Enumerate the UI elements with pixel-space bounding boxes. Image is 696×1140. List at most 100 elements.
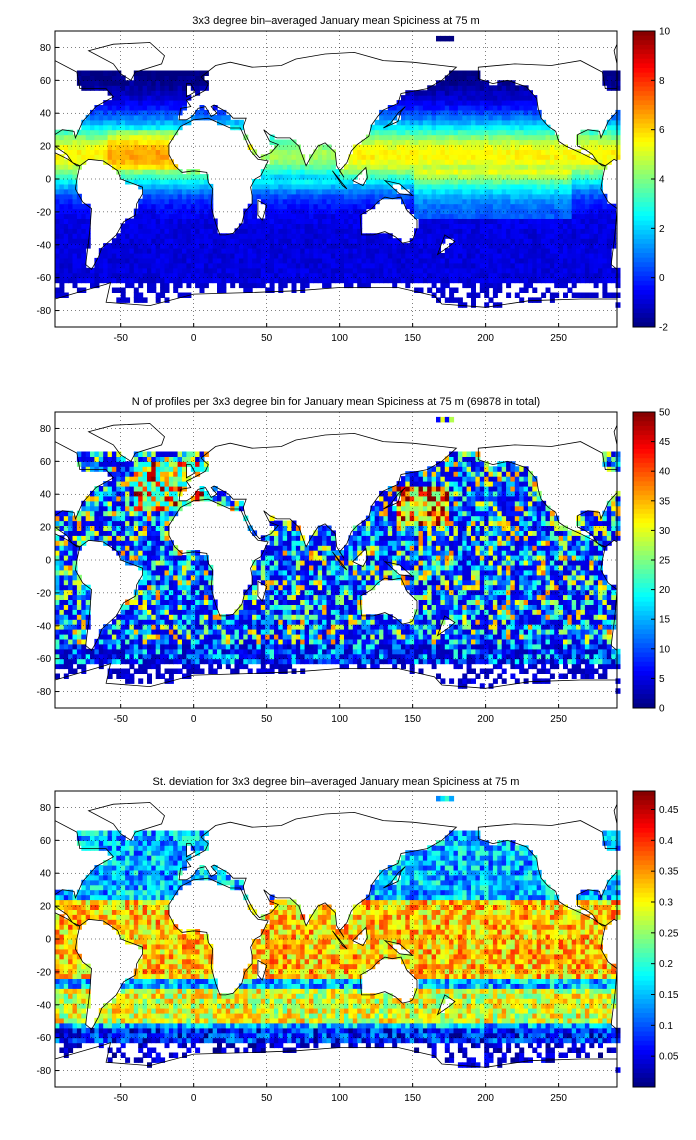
heatmap-cell — [76, 233, 82, 239]
heatmap-cell — [195, 213, 201, 219]
colorbar-swatch — [633, 280, 655, 286]
heatmap-cell — [519, 267, 525, 274]
heatmap-cell — [155, 198, 161, 205]
heatmap-cell — [221, 243, 227, 249]
heatmap-cell — [291, 257, 297, 264]
heatmap-cell — [186, 262, 192, 269]
heatmap-cell — [142, 564, 148, 571]
heatmap-cell — [523, 277, 529, 284]
heatmap-cell — [352, 233, 358, 239]
heatmap-cell — [125, 540, 131, 546]
heatmap-cell — [427, 203, 433, 210]
heatmap-cell — [528, 109, 533, 116]
heatmap-cell — [55, 619, 60, 625]
heatmap-cell — [370, 174, 376, 180]
heatmap-cell — [422, 277, 428, 284]
heatmap-cell — [436, 179, 441, 185]
heatmap-cell — [475, 179, 481, 185]
heatmap-cell — [55, 134, 60, 141]
heatmap-cell — [418, 139, 424, 145]
heatmap-cell — [151, 70, 157, 76]
heatmap-cell — [151, 193, 157, 200]
heatmap-cell — [155, 80, 161, 86]
heatmap-cell — [252, 253, 258, 259]
heatmap-cell — [133, 466, 139, 472]
heatmap-cell — [81, 515, 87, 522]
heatmap-cell — [59, 599, 65, 605]
heatmap-cell — [589, 174, 595, 180]
heatmap-cell — [291, 253, 297, 259]
heatmap-cell — [471, 114, 476, 121]
heatmap-cell — [304, 267, 310, 274]
heatmap-cell — [374, 174, 380, 180]
heatmap-cell — [160, 213, 166, 219]
heatmap-cell — [217, 282, 222, 289]
heatmap-cell — [418, 95, 424, 101]
heatmap-cell — [615, 154, 621, 160]
heatmap-cell — [138, 203, 144, 210]
heatmap-cell — [326, 257, 332, 264]
heatmap-cell — [278, 174, 284, 180]
heatmap-cell — [365, 164, 371, 170]
heatmap-cell — [63, 129, 69, 136]
heatmap-cell — [379, 233, 385, 239]
heatmap-cell — [545, 253, 551, 259]
heatmap-cell — [243, 243, 249, 249]
heatmap-cell — [322, 193, 328, 200]
heatmap-cell — [510, 188, 516, 195]
heatmap-cell — [440, 144, 446, 150]
heatmap-cell — [151, 594, 157, 600]
heatmap-cell — [278, 218, 284, 224]
heatmap-cell — [199, 233, 205, 239]
heatmap-cell — [160, 243, 166, 249]
heatmap-cell — [475, 193, 481, 200]
heatmap-cell — [510, 183, 516, 190]
heatmap-cell — [72, 579, 78, 586]
heatmap-cell — [63, 609, 69, 615]
heatmap-cell — [453, 134, 459, 141]
heatmap-cell — [606, 144, 612, 150]
heatmap-cell — [85, 614, 91, 620]
heatmap-cell — [514, 164, 520, 170]
heatmap-cell — [142, 525, 148, 531]
heatmap-cell — [212, 223, 218, 229]
heatmap-cell — [322, 257, 328, 264]
heatmap-cell — [291, 198, 297, 205]
heatmap-cell — [497, 272, 503, 279]
heatmap-cell — [133, 520, 139, 526]
heatmap-cell — [168, 159, 174, 165]
heatmap-cell — [72, 164, 78, 170]
heatmap-cell — [532, 272, 538, 279]
heatmap-cell — [168, 169, 174, 175]
heatmap-cell — [269, 257, 275, 264]
heatmap-cell — [221, 287, 227, 293]
heatmap-cell — [160, 70, 166, 76]
heatmap-cell — [203, 109, 209, 116]
heatmap-cell — [514, 188, 520, 195]
heatmap-cell — [593, 174, 599, 180]
heatmap-cell — [431, 203, 437, 210]
heatmap-cell — [103, 451, 109, 457]
heatmap-cell — [396, 159, 402, 165]
heatmap-cell — [611, 149, 617, 155]
heatmap-cell — [269, 208, 275, 215]
heatmap-cell — [208, 253, 214, 259]
heatmap-cell — [471, 95, 476, 101]
heatmap-cell — [125, 678, 131, 684]
heatmap-cell — [593, 248, 599, 254]
heatmap-cell — [133, 100, 139, 106]
heatmap-cell — [287, 218, 293, 224]
heatmap-cell — [120, 673, 126, 679]
heatmap-cell — [72, 159, 78, 165]
heatmap-cell — [81, 520, 87, 526]
heatmap-cell — [85, 525, 91, 531]
coastline — [74, 158, 144, 271]
heatmap-cell — [422, 174, 428, 180]
heatmap-cell — [168, 203, 174, 210]
heatmap-cell — [602, 70, 608, 76]
heatmap-cell — [125, 80, 131, 86]
heatmap-cell — [265, 287, 271, 293]
heatmap-cell — [589, 213, 595, 219]
heatmap-cell — [138, 144, 144, 150]
heatmap-cell — [339, 193, 345, 200]
